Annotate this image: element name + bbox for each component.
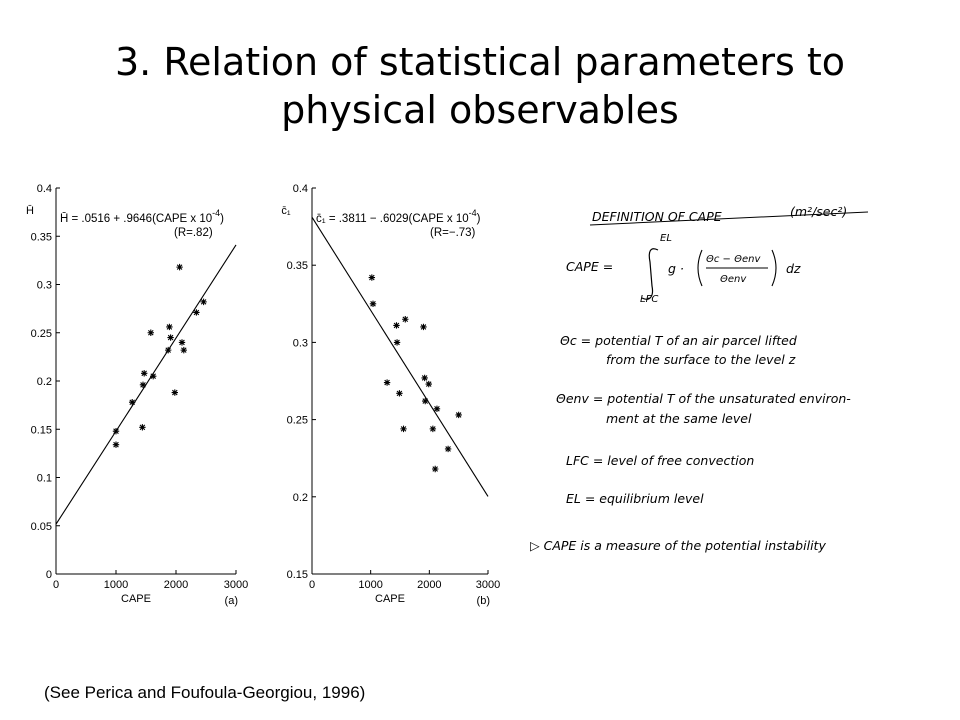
panel-a-data-point bbox=[112, 427, 120, 435]
panel-b-chart: 0.15 0.2 0.25 0.3 0.35 0.4 0 1000 2000 3000 CAPE c̄… bbox=[281, 183, 500, 607]
integral-lower-limit: LFC bbox=[640, 294, 658, 305]
panel-a-data-point bbox=[180, 346, 187, 354]
panel-b-y-tick-label: 0.25 bbox=[287, 415, 308, 427]
panel-b-x-tick-label: 2000 bbox=[417, 579, 441, 591]
panel-a-data-point bbox=[176, 263, 183, 271]
panel-b-data-point bbox=[369, 300, 377, 307]
panel-b-data-point bbox=[383, 379, 391, 386]
panel-b-data-point bbox=[396, 390, 403, 397]
left-paren bbox=[697, 249, 703, 287]
panel-b-x-tick-label: 0 bbox=[309, 579, 315, 591]
panel-a-data-point bbox=[178, 339, 186, 346]
definition-units: (m²/sec²) bbox=[790, 204, 847, 219]
panel-a-data-point bbox=[165, 346, 172, 354]
panel-a-data-point bbox=[147, 329, 154, 336]
panel-b-y-tick-label: 0.4 bbox=[293, 183, 308, 195]
panel-b-data-point bbox=[422, 397, 429, 405]
panel-a-y-tick-label: 0.05 bbox=[31, 521, 52, 533]
integrand-numerator: Θc − Θenv bbox=[706, 254, 761, 265]
heading-underline bbox=[589, 211, 869, 226]
cape-conclusion: ▷ CAPE is a measure of the potential ins… bbox=[530, 538, 826, 553]
integrand-g: g · bbox=[668, 261, 684, 276]
panel-a-data-point bbox=[129, 399, 136, 406]
panel-a-r-value: (R=.82) bbox=[174, 227, 213, 239]
panel-a-panel-label: (a) bbox=[225, 595, 238, 607]
panel-b-data-point bbox=[402, 316, 409, 323]
panel-a-chart: 0 0.05 0.1 0.15 0.2 0.25 0.3 0.35 0.4 0 1000 2000 30… bbox=[26, 183, 248, 607]
panel-b-x-tick-label: 3000 bbox=[476, 579, 500, 591]
panel-a-data-point bbox=[139, 424, 146, 431]
panel-b-data-point bbox=[421, 374, 428, 382]
panel-b-data-point bbox=[433, 405, 441, 412]
panel-a-y-tick-label: 0.15 bbox=[31, 424, 52, 436]
lfc-definition: LFC = level of free convection bbox=[566, 453, 754, 468]
panel-a-x-tick-label: 0 bbox=[53, 579, 59, 591]
el-definition: EL = equilibrium level bbox=[566, 491, 704, 506]
definition-lhs: CAPE = bbox=[566, 259, 613, 274]
panel-a-x-tick-label: 3000 bbox=[224, 579, 248, 591]
panel-a-data-point bbox=[166, 323, 173, 331]
panel-b-data-point bbox=[455, 411, 462, 419]
panel-a-data-point bbox=[139, 381, 147, 389]
panel-a-y-tick-label: 0.25 bbox=[31, 328, 52, 340]
panel-a-y-tick-label: 0.3 bbox=[37, 280, 52, 292]
panel-a-x-tick-label: 1000 bbox=[104, 579, 128, 591]
panel-b-r-value: (R=−.73) bbox=[430, 227, 476, 239]
panel-a-data-point bbox=[150, 372, 157, 380]
panel-a-y-tick-label: 0.4 bbox=[37, 183, 52, 195]
theta-env-definition-line-1: Θenv = potential T of the unsaturated en… bbox=[556, 391, 851, 406]
panel-a-x-axis-label: CAPE bbox=[121, 593, 151, 605]
panel-a-y-tick-label: 0.35 bbox=[31, 231, 52, 243]
panel-b-data-point bbox=[425, 380, 432, 388]
panel-a-y-tick-label: 0.2 bbox=[37, 376, 52, 388]
panel-b-y-axis-label: c̄₁ bbox=[281, 205, 291, 217]
panel-a-fit-equation: H̄ = .0516 + .9646(CAPE x 10-4) bbox=[60, 208, 224, 225]
panel-b-data-point bbox=[368, 274, 376, 281]
panel-a-y-tick-label: 0.1 bbox=[37, 473, 52, 485]
integrand-denominator: Θenv bbox=[720, 274, 747, 285]
theta-env-definition-line-2: ment at the same level bbox=[606, 411, 752, 426]
integral-upper-limit: EL bbox=[660, 233, 672, 244]
panel-a-x-tick-label: 2000 bbox=[164, 579, 188, 591]
panel-b-data-point bbox=[432, 465, 439, 473]
panel-a-data-point bbox=[112, 441, 120, 448]
cape-definition: DEFINITION OF CAPE (m²/sec²) CAPE = EL L… bbox=[530, 204, 869, 553]
panel-b-regression-line bbox=[311, 216, 489, 497]
citation: (See Perica and Foufoula-Georgiou, 1996) bbox=[44, 683, 366, 702]
panel-b-fit-equation: c̄₁ = .3811 − .6029(CAPE x 10-4) bbox=[316, 208, 481, 225]
panel-a-data-point bbox=[167, 334, 174, 341]
panel-b-y-tick-label: 0.2 bbox=[293, 492, 308, 504]
panel-b-y-tick-label: 0.35 bbox=[287, 260, 308, 272]
panel-b-y-tick-label: 0.15 bbox=[287, 569, 308, 581]
theta-c-definition-line-2: from the surface to the level z bbox=[606, 352, 796, 367]
panel-a-data-point bbox=[141, 370, 148, 377]
theta-c-definition-line-1: Θc = potential T of an air parcel lifted bbox=[560, 333, 797, 348]
panel-b-panel-label: (b) bbox=[477, 595, 490, 607]
panel-b-data-point bbox=[429, 425, 437, 433]
slide-title-line-2: physical observables bbox=[281, 88, 679, 132]
panel-a-y-axis-label: H̄ bbox=[26, 204, 34, 217]
panel-b-y-tick-label: 0.3 bbox=[293, 337, 308, 349]
slide-title-line-1: 3. Relation of statistical parameters to bbox=[115, 40, 845, 84]
integrand-dz: dz bbox=[786, 261, 801, 276]
panel-b-data-point bbox=[393, 322, 400, 329]
panel-a-data-point bbox=[193, 309, 200, 316]
panel-b-data-point bbox=[393, 339, 401, 346]
panel-b-data-point bbox=[420, 323, 427, 331]
panel-b-data-point bbox=[444, 445, 452, 453]
panel-a-y-tick-label: 0 bbox=[46, 569, 52, 581]
integral-sign bbox=[641, 248, 659, 300]
panel-a-data-point bbox=[171, 389, 178, 396]
slide-title: 3. Relation of statistical parameters to… bbox=[0, 38, 960, 134]
panel-b-x-tick-label: 1000 bbox=[358, 579, 382, 591]
panel-b-x-axis-label: CAPE bbox=[375, 593, 405, 605]
right-paren bbox=[771, 249, 777, 287]
panel-a-data-point bbox=[200, 298, 207, 306]
panel-b-data-point bbox=[400, 425, 407, 433]
